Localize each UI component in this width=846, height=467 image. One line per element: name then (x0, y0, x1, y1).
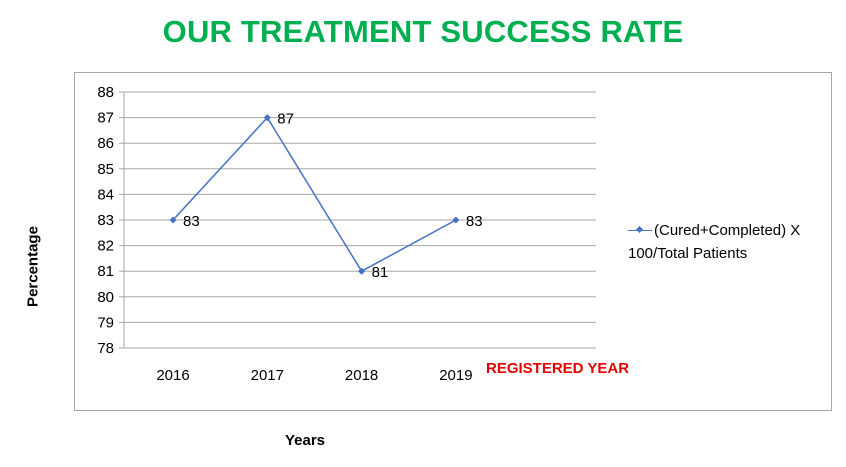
y-tick-label: 81 (97, 263, 114, 280)
y-tick-label: 78 (97, 340, 114, 357)
legend-series-label: (Cured+Completed) X 100/Total Patients (628, 222, 801, 262)
data-point (452, 216, 460, 224)
y-tick-label: 83 (97, 212, 114, 229)
chart-frame (74, 72, 832, 411)
y-tick-label: 86 (97, 135, 114, 152)
legend-line-marker (628, 226, 652, 236)
y-axis-label: Percentage (24, 226, 42, 307)
y-tick-label: 82 (97, 238, 114, 255)
registered-year-annotation: REGISTERED YEAR (486, 360, 630, 377)
chart-title: OUR TREATMENT SUCCESS RATE (162, 14, 684, 49)
x-tick-label: 2016 (156, 367, 189, 384)
x-tick-label: 2017 (251, 367, 284, 384)
y-tick-label: 84 (97, 186, 114, 203)
x-tick-label: 2018 (345, 367, 378, 384)
data-point (169, 216, 177, 224)
y-tick-label: 87 (97, 110, 114, 127)
series-group (169, 114, 460, 275)
data-point (358, 267, 366, 275)
gridlines (119, 91, 596, 349)
series-line (172, 116, 457, 273)
y-tick-label: 85 (97, 161, 114, 178)
data-label: 83 (183, 213, 200, 230)
y-tick-label: 80 (97, 289, 114, 306)
x-tick-labels: 2016 2017 2018 2019 (156, 367, 472, 384)
data-label: 81 (372, 264, 389, 281)
data-label: 87 (277, 111, 294, 128)
y-tick-label: 88 (97, 84, 114, 101)
legend: (Cured+Completed) X 100/Total Patients (628, 219, 828, 265)
data-point (263, 114, 271, 122)
y-tick-labels: 78 79 80 81 82 83 84 85 86 87 88 (97, 84, 114, 357)
x-axis-label: Years (284, 432, 326, 449)
data-labels: 83 87 81 83 (183, 111, 483, 282)
data-label: 83 (466, 213, 483, 230)
y-tick-label: 79 (97, 314, 114, 331)
x-tick-label: 2019 (439, 367, 472, 384)
